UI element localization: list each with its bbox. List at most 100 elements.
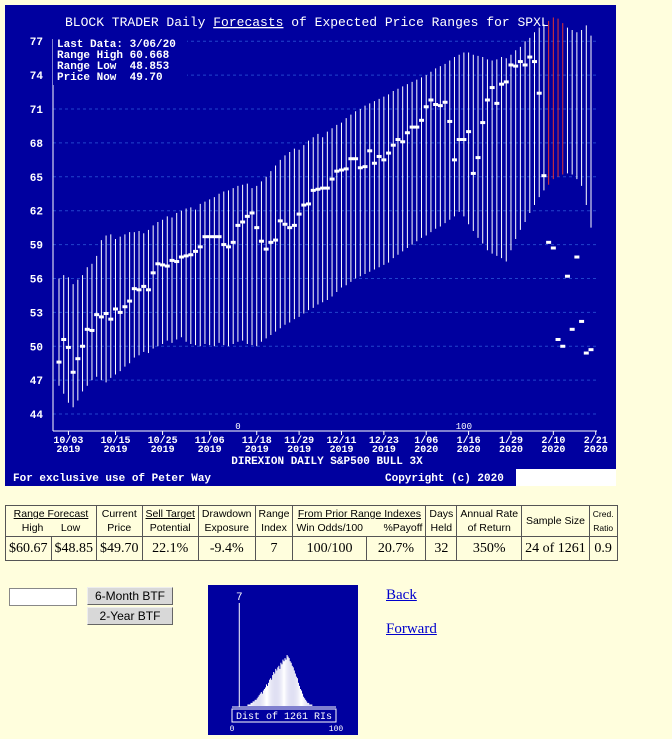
y-tick-label: 62 <box>30 207 43 219</box>
price-marker <box>108 317 114 321</box>
x-tick-year: 2019 <box>372 445 396 456</box>
dist-bar <box>286 655 288 706</box>
price-marker <box>315 187 321 191</box>
hdr-annual-rate: Annual Rate of Return <box>456 505 523 537</box>
price-marker <box>131 287 137 291</box>
y-tick-label: 77 <box>30 37 43 49</box>
footer-white-block <box>516 469 616 486</box>
price-marker <box>499 82 505 86</box>
price-marker <box>329 177 335 181</box>
price-marker <box>480 121 486 125</box>
ticker-input[interactable] <box>9 588 77 606</box>
price-marker <box>386 151 392 155</box>
price-marker <box>451 158 457 162</box>
price-marker <box>442 100 448 104</box>
x-tick-label: 10/15 <box>100 435 130 447</box>
price-marker <box>268 240 274 244</box>
price-marker <box>65 345 71 349</box>
dist-bar <box>257 696 259 706</box>
hdr-sell-target: Sell Target Potential <box>141 505 199 537</box>
price-marker <box>503 80 509 84</box>
price-marker <box>296 212 302 216</box>
x-tick-label: 10/03 <box>53 435 83 447</box>
x-tick-year: 2019 <box>103 445 127 456</box>
y-tick-label: 44 <box>30 410 44 422</box>
dist-bar <box>250 702 252 706</box>
dist-bar <box>285 659 287 706</box>
price-marker <box>225 245 231 249</box>
price-marker <box>404 131 410 135</box>
dist-bar <box>307 702 309 706</box>
dist-bar <box>262 690 264 706</box>
price-marker <box>437 104 443 108</box>
value-payoff: 20.7% <box>365 536 427 561</box>
x-tick-year: 2020 <box>584 445 608 456</box>
price-marker <box>254 226 260 230</box>
footer-right: Copyright (c) 2020 <box>385 473 504 485</box>
forward-link[interactable]: Forward <box>386 621 437 637</box>
y-tick-label: 53 <box>30 308 44 320</box>
price-marker <box>291 223 297 227</box>
x-tick-label: 11/29 <box>284 435 314 447</box>
dist-bar <box>287 656 289 706</box>
dist-bar <box>305 699 307 706</box>
price-marker <box>517 60 523 64</box>
y-tick-label: 65 <box>30 173 44 185</box>
price-marker <box>202 235 208 239</box>
price-marker <box>230 240 236 244</box>
dist-bar <box>293 670 295 706</box>
dist-bar <box>309 704 311 706</box>
price-marker <box>244 214 250 218</box>
hdr-cred-ratio: Cred. Ratio <box>588 505 618 537</box>
dist-bar <box>302 693 304 706</box>
hdr-range-forecast: Range Forecast High Low <box>5 505 97 537</box>
dist-bar <box>284 658 286 706</box>
dist-bar <box>292 667 294 706</box>
dist-bar <box>261 693 263 706</box>
price-marker <box>588 348 594 352</box>
price-marker <box>169 258 175 262</box>
x-tick-year: 2019 <box>329 445 353 456</box>
x-tick-year: 2020 <box>541 445 565 456</box>
two-year-btf-button[interactable]: 2-Year BTF <box>87 607 173 625</box>
dist-bar <box>279 668 281 706</box>
price-marker <box>207 235 213 239</box>
dist-bar <box>278 665 280 706</box>
chart-title: BLOCK TRADER Daily Forecasts of Expected… <box>65 15 549 30</box>
price-marker <box>541 174 547 178</box>
price-marker <box>197 245 203 249</box>
price-marker <box>103 312 109 316</box>
price-marker <box>564 274 570 278</box>
price-marker <box>579 319 585 323</box>
six-month-btf-button[interactable]: 6-Month BTF <box>87 587 173 605</box>
price-marker <box>527 55 533 59</box>
value-win-odds: 100/100 <box>292 536 367 561</box>
price-marker <box>569 327 575 331</box>
hdr-drawdown: Drawdown Exposure <box>197 505 256 537</box>
price-marker <box>211 235 217 239</box>
forecasts-link[interactable]: Forecasts <box>213 15 283 30</box>
dist-bar <box>296 678 298 706</box>
back-link[interactable]: Back <box>386 587 417 603</box>
dist-bar <box>272 675 274 706</box>
price-marker <box>367 149 373 153</box>
forecast-stats-table: Range Forecast High Low Current Price Sell… <box>5 505 618 561</box>
hdr-prior-range-indexes: From Prior Range Indexes Win Odds/100 %Pa… <box>292 505 427 537</box>
dist-bar <box>291 665 293 706</box>
price-marker <box>470 171 476 175</box>
price-marker <box>145 288 151 292</box>
price-marker <box>508 63 514 67</box>
price-marker <box>122 305 128 309</box>
price-marker <box>75 357 81 361</box>
value-annual-rate: 350% <box>456 536 523 561</box>
dist-bar <box>263 689 265 706</box>
footer-left: For exclusive use of Peter Way <box>13 473 211 485</box>
price-marker <box>574 255 580 259</box>
x-tick-year: 2020 <box>414 445 438 456</box>
hdr-range-index: Range Index <box>254 505 294 537</box>
dist-bar <box>252 701 254 706</box>
range-forecast-chart: 44475053565962656871747710/03201910/1520… <box>5 5 616 486</box>
value-sample-size: 24 of 1261 <box>521 536 590 561</box>
dist-bar <box>288 658 290 706</box>
dist-bar <box>277 667 279 706</box>
